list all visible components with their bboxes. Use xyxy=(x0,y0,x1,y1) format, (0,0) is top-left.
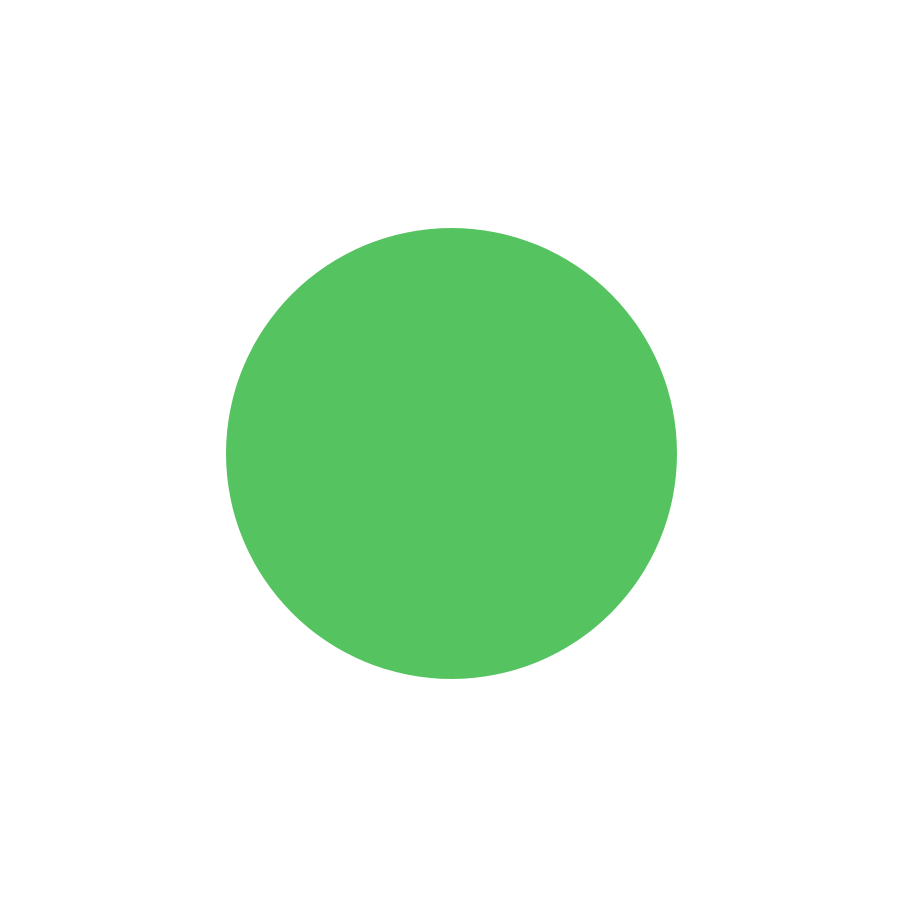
green-circle-icon xyxy=(226,228,677,679)
